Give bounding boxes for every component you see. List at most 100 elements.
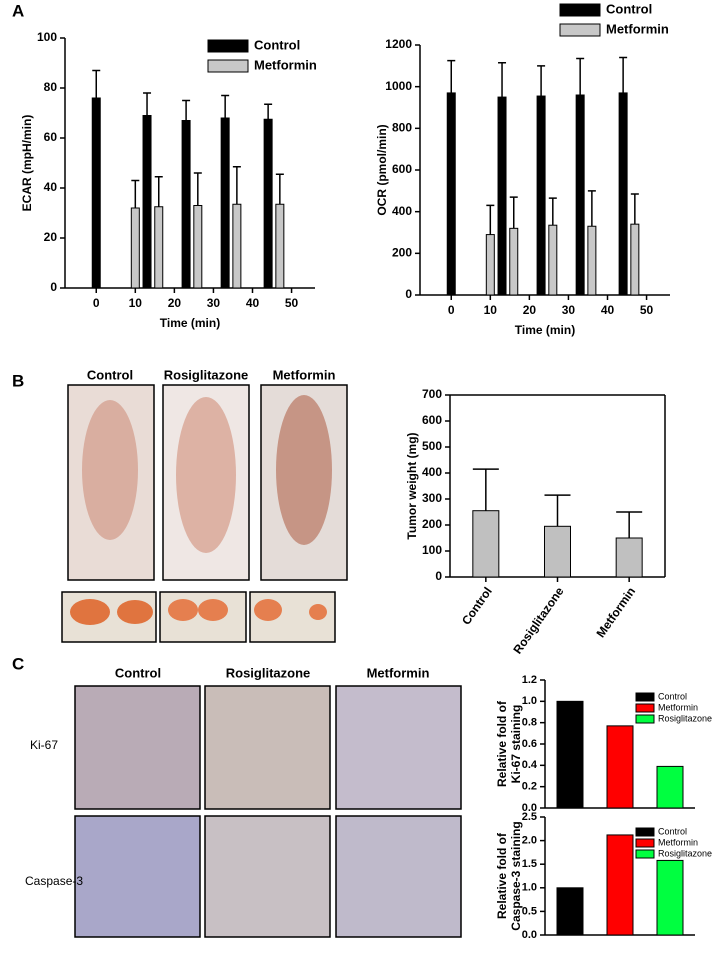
bar bbox=[656, 859, 684, 936]
bar bbox=[446, 92, 456, 296]
x-axis-label: Time (min) bbox=[160, 316, 220, 330]
error-bar bbox=[143, 92, 152, 116]
error-bar bbox=[630, 193, 639, 225]
mouse-photos bbox=[61, 384, 348, 643]
legend-swatch bbox=[559, 3, 601, 17]
error-bar bbox=[275, 173, 284, 205]
bar bbox=[472, 510, 500, 578]
legend-label: Metformin bbox=[606, 21, 669, 36]
legend-label: Control bbox=[658, 826, 687, 836]
error-bar bbox=[193, 172, 202, 206]
row-label: Ki-67 bbox=[30, 738, 58, 752]
legend-swatch bbox=[207, 59, 249, 73]
error-bar bbox=[447, 59, 456, 93]
legend-label: Control bbox=[606, 1, 652, 16]
y-tick-label: 2.0 bbox=[522, 835, 537, 847]
y-tick-label: 500 bbox=[422, 439, 442, 453]
y-tick-label: 1.5 bbox=[522, 858, 537, 870]
bar bbox=[275, 203, 285, 289]
x-tick-label: Metformin bbox=[593, 585, 638, 641]
row-label: Caspase-3 bbox=[25, 874, 83, 888]
y-axis-label: Relative fold of bbox=[495, 832, 509, 919]
y-tick-label: 2.5 bbox=[522, 811, 537, 823]
x-tick-label: 20 bbox=[523, 303, 537, 317]
bar bbox=[536, 95, 546, 296]
error-bar bbox=[486, 204, 495, 235]
x-tick-label: 10 bbox=[129, 296, 143, 310]
x-tick-label: 40 bbox=[246, 296, 260, 310]
bar bbox=[142, 115, 152, 289]
x-tick-label: 30 bbox=[562, 303, 576, 317]
y-axis-label: OCR (pmol/min) bbox=[375, 124, 389, 215]
error-bar bbox=[587, 190, 596, 227]
y-tick-label: 300 bbox=[422, 491, 442, 505]
y-tick-label: 1.0 bbox=[522, 695, 537, 707]
legend-label: Metformin bbox=[658, 837, 698, 847]
y-tick-label: 0 bbox=[405, 287, 412, 301]
y-tick-label: 1200 bbox=[385, 37, 412, 51]
error-bar bbox=[576, 57, 585, 95]
x-tick-label: 0 bbox=[93, 296, 100, 310]
bar bbox=[587, 225, 597, 296]
legend-swatch bbox=[635, 692, 655, 702]
bar bbox=[606, 834, 634, 936]
y-tick-label: 60 bbox=[44, 130, 58, 144]
bar bbox=[220, 117, 230, 289]
y-tick-label: 100 bbox=[37, 30, 57, 44]
bar bbox=[606, 725, 634, 809]
y-tick-label: 600 bbox=[422, 413, 442, 427]
legend-swatch bbox=[635, 703, 655, 713]
x-tick-label: 30 bbox=[207, 296, 221, 310]
bar bbox=[556, 700, 584, 809]
y-axis-label: Relative fold of bbox=[495, 700, 509, 787]
bar bbox=[193, 205, 203, 289]
error-bar bbox=[221, 94, 230, 118]
bar bbox=[575, 94, 585, 296]
ihc-images bbox=[74, 685, 462, 938]
bar bbox=[263, 118, 273, 289]
error-bar bbox=[232, 166, 241, 205]
photo-label: Rosiglitazone bbox=[164, 367, 249, 382]
column-label: Rosiglitazone bbox=[226, 665, 311, 680]
y-tick-label: 1.2 bbox=[522, 674, 537, 686]
y-tick-label: 400 bbox=[422, 465, 442, 479]
y-tick-label: 1000 bbox=[385, 79, 412, 93]
bar bbox=[181, 120, 191, 289]
y-tick-label: 20 bbox=[44, 230, 58, 244]
y-tick-label: 1.0 bbox=[522, 882, 537, 894]
bar bbox=[154, 206, 164, 289]
column-label: Control bbox=[115, 665, 161, 680]
x-tick-label: 20 bbox=[168, 296, 182, 310]
y-tick-label: 0.0 bbox=[522, 929, 537, 941]
y-tick-label: 0.5 bbox=[522, 905, 537, 917]
bar bbox=[618, 92, 628, 296]
error-bar bbox=[548, 197, 557, 226]
legend-swatch bbox=[635, 714, 655, 724]
y-tick-label: 700 bbox=[422, 387, 442, 401]
bar bbox=[232, 203, 242, 289]
legend-swatch bbox=[635, 838, 655, 848]
bar bbox=[130, 207, 140, 289]
photo-label: Control bbox=[87, 367, 133, 382]
error-bar bbox=[264, 103, 273, 120]
y-tick-label: 80 bbox=[44, 80, 58, 94]
legend-label: Control bbox=[254, 37, 300, 52]
photo-label: Metformin bbox=[273, 367, 336, 382]
error-bar bbox=[92, 69, 101, 98]
legend-label: Rosiglitazone bbox=[658, 713, 712, 723]
panel-label: C bbox=[12, 654, 24, 673]
error-bar bbox=[509, 196, 518, 229]
legend-swatch bbox=[559, 23, 601, 37]
bar bbox=[556, 887, 584, 936]
x-tick-label: 0 bbox=[448, 303, 455, 317]
bar bbox=[91, 97, 101, 289]
y-axis-label: Tumor weight (mg) bbox=[405, 432, 419, 539]
legend-swatch bbox=[635, 849, 655, 859]
column-label: Metformin bbox=[367, 665, 430, 680]
legend-label: Control bbox=[658, 691, 687, 701]
y-tick-label: 0.4 bbox=[522, 759, 538, 771]
error-bar bbox=[616, 511, 643, 538]
y-tick-label: 800 bbox=[392, 121, 412, 135]
y-tick-label: 0 bbox=[435, 569, 442, 583]
